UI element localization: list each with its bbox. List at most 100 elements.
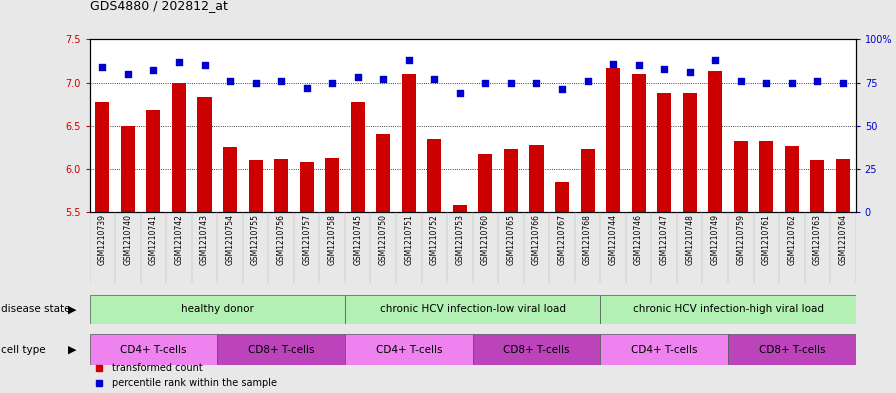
Bar (223, 147, 237, 212)
Bar (299, 162, 314, 212)
Point (836, 79, 850, 86)
Legend: transformed count, percentile rank within the sample: transformed count, percentile rank withi… (94, 363, 277, 388)
Text: GSM1210745: GSM1210745 (353, 214, 362, 265)
Text: GSM1210739: GSM1210739 (98, 214, 107, 265)
Text: GSM1210754: GSM1210754 (226, 214, 235, 265)
Text: CD8+ T-cells: CD8+ T-cells (504, 345, 570, 355)
Text: GSM1210752: GSM1210752 (430, 214, 439, 265)
Bar (197, 97, 211, 212)
Point (657, 66, 671, 72)
Point (350, 74, 365, 81)
Point (452, 90, 467, 96)
Text: CD4+ T-cells: CD4+ T-cells (120, 345, 186, 355)
Text: GSM1210749: GSM1210749 (711, 214, 719, 265)
Bar (708, 71, 722, 212)
Bar (248, 160, 263, 212)
Bar (345, 295, 600, 324)
Bar (530, 145, 544, 212)
Text: GSM1210742: GSM1210742 (175, 214, 184, 265)
Bar (90, 334, 218, 365)
Text: GSM1210767: GSM1210767 (557, 214, 566, 265)
Bar (836, 159, 850, 212)
Text: healthy donor: healthy donor (181, 305, 254, 314)
Text: GSM1210743: GSM1210743 (200, 214, 209, 265)
Bar (555, 182, 569, 212)
Point (223, 78, 237, 84)
Point (401, 57, 416, 63)
Text: GSM1210741: GSM1210741 (149, 214, 158, 265)
Point (478, 79, 493, 86)
Point (810, 78, 824, 84)
Bar (810, 160, 824, 212)
Bar (759, 141, 773, 212)
Point (785, 79, 799, 86)
Bar (632, 74, 646, 212)
Text: GSM1210764: GSM1210764 (839, 214, 848, 265)
Text: chronic HCV infection-low viral load: chronic HCV infection-low viral load (380, 305, 565, 314)
Bar (473, 334, 600, 365)
Text: GSM1210757: GSM1210757 (302, 214, 311, 265)
Bar (345, 334, 473, 365)
Text: GSM1210744: GSM1210744 (608, 214, 617, 265)
Text: cell type: cell type (1, 345, 46, 355)
Point (581, 78, 595, 84)
Text: GSM1210755: GSM1210755 (251, 214, 260, 265)
Text: CD4+ T-cells: CD4+ T-cells (375, 345, 442, 355)
Text: GSM1210753: GSM1210753 (455, 214, 464, 265)
Text: GSM1210762: GSM1210762 (788, 214, 797, 265)
Point (197, 62, 211, 68)
Bar (683, 93, 697, 212)
Bar (274, 159, 289, 212)
Bar (504, 149, 518, 212)
Bar (452, 205, 467, 212)
Text: GSM1210768: GSM1210768 (583, 214, 592, 265)
Bar (376, 134, 391, 212)
Point (759, 79, 773, 86)
Point (95, 64, 109, 70)
Text: CD8+ T-cells: CD8+ T-cells (759, 345, 825, 355)
Text: GSM1210751: GSM1210751 (404, 214, 413, 265)
Text: GSM1210758: GSM1210758 (328, 214, 337, 265)
Point (504, 79, 518, 86)
Text: chronic HCV infection-high viral load: chronic HCV infection-high viral load (633, 305, 823, 314)
Bar (95, 101, 109, 212)
Point (734, 78, 748, 84)
Text: GSM1210756: GSM1210756 (277, 214, 286, 265)
Text: GSM1210759: GSM1210759 (737, 214, 745, 265)
Point (708, 57, 722, 63)
Point (325, 79, 340, 86)
Text: GDS4880 / 202812_at: GDS4880 / 202812_at (90, 0, 228, 12)
Text: GSM1210750: GSM1210750 (379, 214, 388, 265)
Bar (172, 83, 186, 212)
Text: GSM1210748: GSM1210748 (685, 214, 694, 265)
Bar (218, 334, 345, 365)
Text: GSM1210763: GSM1210763 (813, 214, 822, 265)
Point (683, 69, 697, 75)
Bar (785, 146, 799, 212)
Point (376, 76, 391, 82)
Text: ▶: ▶ (68, 345, 76, 355)
Point (427, 76, 442, 82)
Point (606, 61, 620, 67)
Bar (657, 93, 671, 212)
Point (248, 79, 263, 86)
Bar (350, 101, 365, 212)
Point (555, 86, 569, 93)
Bar (581, 149, 595, 212)
Text: GSM1210761: GSM1210761 (762, 214, 771, 265)
Bar (121, 126, 135, 212)
Bar (600, 334, 728, 365)
Bar (606, 68, 620, 212)
Bar (325, 158, 340, 212)
Bar (146, 110, 160, 212)
Point (121, 71, 135, 77)
Text: GSM1210766: GSM1210766 (532, 214, 541, 265)
Bar (401, 74, 416, 212)
Text: disease state: disease state (1, 305, 71, 314)
Text: GSM1210765: GSM1210765 (506, 214, 515, 265)
Bar (734, 141, 748, 212)
Bar (600, 295, 856, 324)
Point (299, 84, 314, 91)
Point (172, 59, 186, 65)
Bar (90, 295, 345, 324)
